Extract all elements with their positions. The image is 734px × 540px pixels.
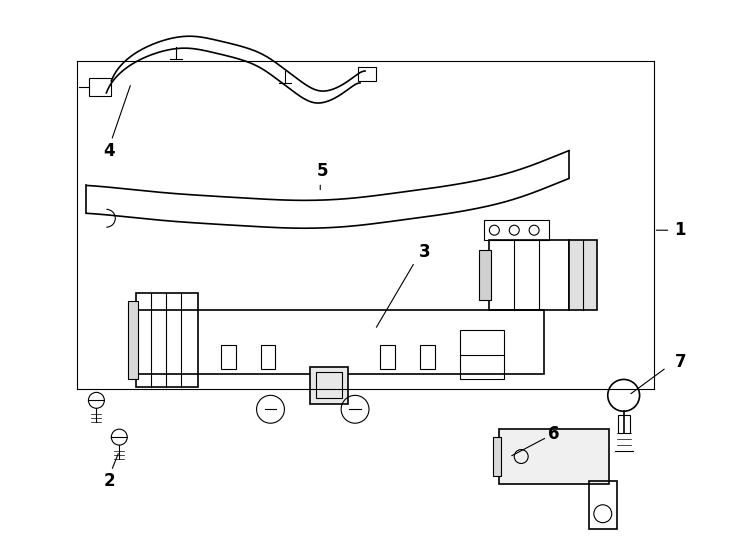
Bar [316,373,342,399]
Bar [479,250,491,300]
Bar [490,240,569,310]
Text: 6: 6 [548,425,560,443]
Text: 7: 7 [675,353,686,370]
Bar [484,220,549,240]
Bar [459,330,504,380]
Bar [569,240,597,310]
Text: 5: 5 [316,161,328,179]
Bar [499,429,608,484]
Bar [90,78,112,96]
Bar [499,429,608,484]
Bar [310,367,348,404]
Bar [137,293,198,387]
Text: 1: 1 [675,221,686,239]
Text: 4: 4 [103,141,115,160]
Text: 2: 2 [103,472,115,490]
Bar [589,481,617,529]
Bar [358,67,376,81]
Bar [380,345,395,369]
Bar [137,310,544,374]
Bar [221,345,236,369]
Bar [493,437,501,476]
Bar [618,415,630,433]
Bar [420,345,435,369]
Bar [128,301,138,380]
Bar [261,345,275,369]
Text: 3: 3 [419,243,431,261]
